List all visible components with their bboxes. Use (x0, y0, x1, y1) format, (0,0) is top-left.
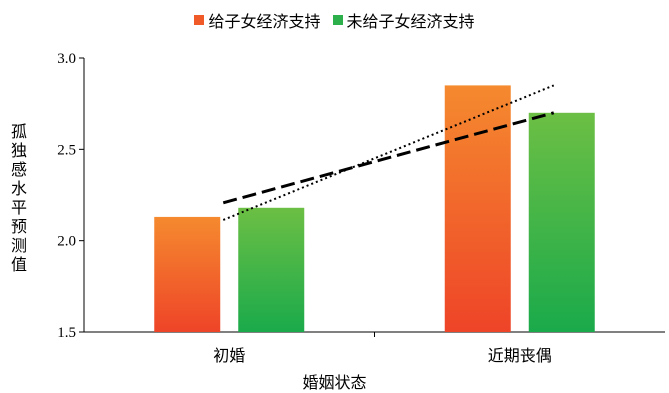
y-tick-label: 2.0 (57, 234, 76, 250)
bar-series-1-近期丧偶 (444, 85, 511, 333)
legend-swatch-green (332, 15, 343, 25)
legend-swatch-orange (194, 15, 205, 25)
x-axis-title: 婚姻状态 (302, 373, 367, 392)
x-tick-label: 初婚 (213, 346, 245, 365)
legend-label-series-1: 给子女经济支持 (208, 12, 321, 31)
bar-series-2-初婚 (238, 207, 305, 332)
legend-label-series-2: 未给子女经济支持 (346, 12, 475, 31)
y-tick-label: 1.5 (57, 325, 76, 341)
legend-item-series-2: 未给子女经济支持 (332, 8, 475, 32)
x-tick-label: 近期丧偶 (488, 346, 552, 365)
chart-legend: 给子女经济支持 未给子女经济支持 (0, 8, 669, 32)
bar-series-2-近期丧偶 (528, 112, 595, 332)
trendline-dashed (222, 111, 555, 205)
y-tick-label: 2.5 (57, 142, 76, 158)
bar-series-1-初婚 (154, 216, 221, 332)
legend-item-series-1: 给子女经济支持 (194, 8, 321, 32)
y-tick-label: 3.0 (57, 51, 76, 67)
y-axis-title: 孤独感水平预测值 (10, 122, 27, 274)
